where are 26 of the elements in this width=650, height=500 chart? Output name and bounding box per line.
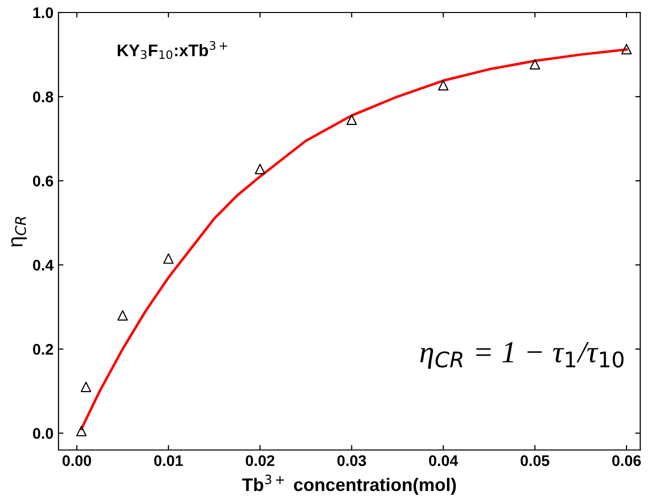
point	[621, 44, 632, 54]
point	[117, 310, 128, 321]
point	[163, 253, 174, 264]
point	[438, 80, 448, 90]
x-tick-label: 0.01	[154, 455, 183, 466]
y-tick-label: 0.8	[33, 92, 54, 102]
x-tick-label: 0.02	[246, 455, 274, 466]
point	[254, 164, 266, 174]
y-tick-label: 1.0	[33, 7, 54, 18]
x-tick-label: 0.04	[429, 455, 458, 466]
x-tick-label: 0.06	[612, 455, 641, 466]
point	[76, 426, 87, 436]
y-tick-label: 0.2	[33, 344, 54, 355]
point	[346, 114, 357, 125]
y-tick-label: 0.4	[33, 260, 54, 271]
annotation: KY$_{3}$F$_{10}$:xTb$^{3+}$	[118, 41, 228, 60]
annotation: η$_{CR}$ = 1 − τ$_{1}$/τ$_{10}$	[420, 342, 624, 369]
point	[530, 59, 540, 70]
x-tick-label: 0.05	[520, 455, 550, 466]
x-axis-title: Tb$^{3+}$ concentration(mol)	[242, 474, 456, 495]
y-tick-label: 0.6	[33, 176, 54, 186]
point	[80, 382, 92, 392]
x-tick-label: 0.00	[62, 455, 92, 466]
x-tick-label: 0.03	[337, 455, 366, 466]
y-tick-label: 0.0	[33, 428, 54, 439]
y-axis-title: η$_{CR}$	[11, 216, 27, 247]
